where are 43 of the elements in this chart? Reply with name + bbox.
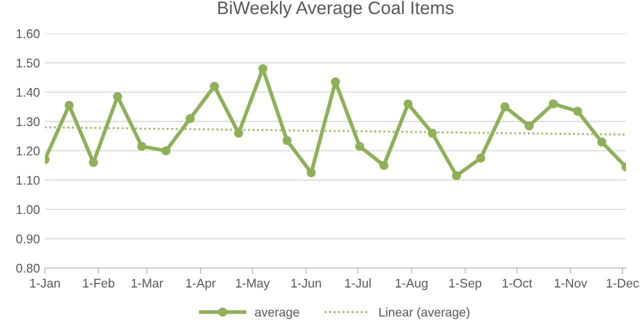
point <box>355 142 364 151</box>
y-tick-label: 1.20 <box>16 146 40 156</box>
chart-title: BiWeekly Average Coal Items <box>218 0 454 18</box>
x-tick-label: 1-Apr <box>186 278 216 290</box>
point <box>330 77 340 86</box>
x-tick-label: 1-Nov <box>554 278 588 288</box>
point <box>137 142 146 151</box>
point <box>573 106 582 116</box>
y-tick-label: 1.40 <box>16 88 40 97</box>
x-tick-label: 1-Mar <box>132 278 164 288</box>
x-tick-label: 1-Jan <box>30 278 60 288</box>
point <box>524 121 534 130</box>
point <box>597 137 606 146</box>
legend-label: Linear (average) <box>379 307 470 320</box>
point <box>282 136 292 146</box>
point <box>210 82 219 91</box>
y-tick-label: 1.30 <box>16 117 40 126</box>
point <box>379 160 388 170</box>
x-tick-label: 1-Jun <box>291 278 321 288</box>
point <box>452 171 462 180</box>
point <box>186 114 195 124</box>
y-tick-label: 1.10 <box>16 176 40 185</box>
point <box>306 168 316 178</box>
point <box>64 100 74 110</box>
point <box>476 154 486 163</box>
point <box>548 99 558 108</box>
y-tick-label: 0.80 <box>16 264 40 273</box>
point <box>500 102 510 112</box>
point <box>404 99 413 108</box>
x-tick-label: 1-Aug <box>396 278 428 290</box>
x-tick-label: 1-Jul <box>345 278 371 288</box>
point <box>161 146 170 156</box>
legend-label: average <box>255 310 300 320</box>
x-tick-label: 1-Oct <box>502 278 532 288</box>
x-tick-label: 1-May <box>236 278 270 290</box>
x-tick-label: 1-Feb <box>83 278 114 288</box>
x-tick-label: 1-Dec <box>606 278 639 288</box>
y-tick-label: 1.60 <box>16 29 40 38</box>
y-tick-label: 0.90 <box>16 234 40 244</box>
x-tick-label: 1-Sep <box>449 278 482 290</box>
point <box>234 128 244 138</box>
y-tick-label: 1.50 <box>16 58 40 68</box>
y-tick-label: 1.00 <box>16 205 40 214</box>
